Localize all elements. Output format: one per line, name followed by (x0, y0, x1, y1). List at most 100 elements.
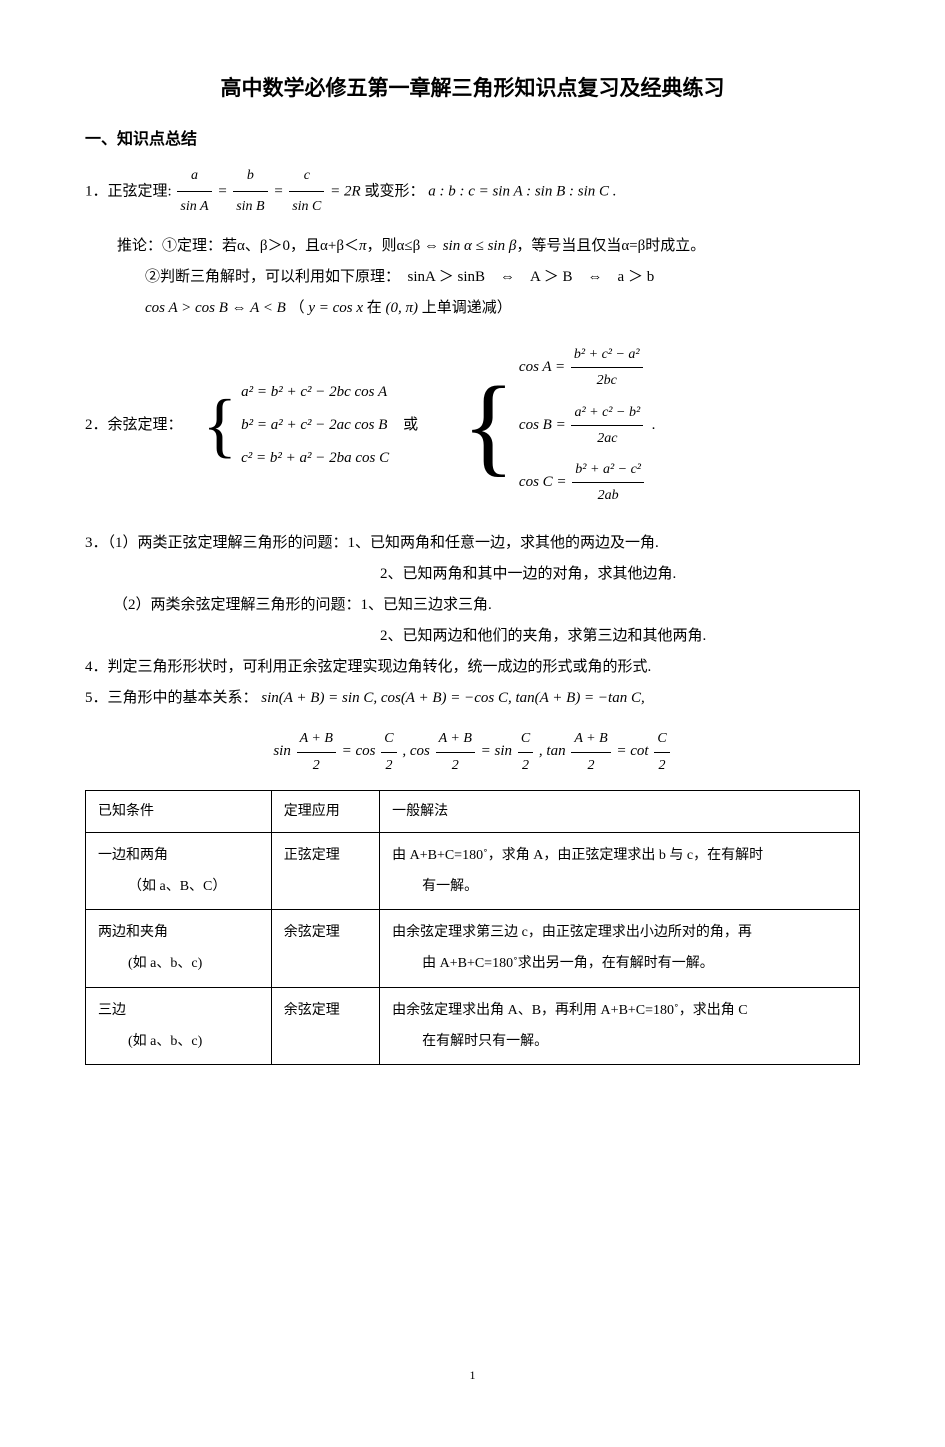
cond-line2: (如 a、b、c) (98, 1029, 259, 1054)
table-row: 两边和夹角 (如 a、b、c) 余弦定理 由余弦定理求第三边 c，由正弦定理求出… (86, 910, 860, 987)
cosA-num: b² + c² − a² (571, 342, 643, 368)
corollary-label: 推论： (117, 238, 162, 254)
cell-method: 由余弦定理求出角 A、B，再利用 A+B+C=180˚，求出角 C 在有解时只有… (380, 987, 860, 1064)
cos-label: , cos (402, 743, 430, 759)
item-5: 5．三角形中的基本关系： sin(A + B) = sin C, cos(A +… (85, 685, 860, 712)
eq-cos: = cos (342, 743, 376, 759)
method-line2: 由 A+B+C=180˚求出另一角，在有解时有一解。 (392, 951, 847, 976)
cell-condition: 一边和两角 （如 a、B、C） (86, 832, 272, 909)
period: . (652, 412, 656, 439)
section-header: 一、知识点总结 (85, 126, 860, 155)
corollary-2: ②判断三角解时，可以利用如下原理： sinA ＞ sinB ⇔ A ＞ B ⇔ … (85, 264, 860, 291)
den-2: 2 (297, 753, 336, 778)
cor1-sin: sin α ≤ sin β (443, 238, 517, 254)
cosA-label: cos A = (519, 359, 565, 375)
cosB-den: 2ac (571, 426, 643, 451)
cosA-den: 2bc (571, 368, 643, 393)
num-c2: C (518, 726, 533, 752)
cell-theorem: 正弦定理 (271, 832, 379, 909)
item5-prefix: 5．三角形中的基本关系： (85, 690, 258, 706)
cor1-mid: ，则α≤β (366, 238, 420, 254)
cell-condition: 两边和夹角 (如 a、b、c) (86, 910, 272, 987)
cor3-tail: 上单调递减） (418, 300, 512, 316)
item1-ratio: a : b : c = sin A : sin B : sin C . (428, 183, 616, 199)
eq-sin: = sin (481, 743, 512, 759)
item3-line3: （2）两类余弦定理解三角形的问题：1、已知三边求三角. (85, 592, 860, 619)
cond-line1: 两边和夹角 (98, 920, 259, 945)
item-4: 4．判定三角形形状时，可利用正余弦定理实现边角转化，统一成边的形式或角的形式. (85, 654, 860, 681)
item5-formula: sin(A + B) = sin C, cos(A + B) = −cos C,… (261, 690, 644, 706)
corollary-1: 推论：①定理：若α、β＞0，且α+β＜π，则α≤β ⇔ sin α ≤ sin … (85, 233, 860, 260)
cor3-a: cos A > cos B ⇔ A < B (145, 300, 286, 316)
cell-method: 由 A+B+C=180˚，求角 A，由正弦定理求出 b 与 c，在有解时 有一解… (380, 832, 860, 909)
brace2-cosB: cos B = a² + c² − b²2ac (519, 400, 646, 451)
solution-table: 已知条件 定理应用 一般解法 一边和两角 （如 a、B、C） 正弦定理 由 A+… (85, 790, 860, 1065)
den-2b: 2 (381, 753, 396, 778)
den-2e: 2 (571, 753, 610, 778)
tan-label: , tan (539, 743, 566, 759)
corollary-3: cos A > cos B ⇔ A < B （ y = cos x 在 (0, … (85, 295, 860, 322)
item3-line4: 2、已知两边和他们的夹角，求第三边和其他两角. (85, 623, 860, 650)
cosC-den: 2ab (572, 483, 644, 508)
item3-line1: 3．（1）两类正弦定理解三角形的问题：1、已知两角和任意一边，求其他的两边及一角… (85, 530, 860, 557)
num-c3: C (654, 726, 669, 752)
brace-group-2: { cos A = b² + c² − a²2bc cos B = a² + c… (462, 336, 646, 514)
iff-icon: ⇔ (424, 238, 439, 254)
eq-2R: = 2R (330, 183, 361, 199)
brace1-line3: c² = b² + a² − 2ba cos C (241, 445, 389, 472)
cosB-label: cos B = (519, 417, 566, 433)
den-2c: 2 (436, 753, 475, 778)
brace2-cosA: cos A = b² + c² − a²2bc (519, 342, 646, 393)
brace1-line1: a² = b² + c² − 2bc cos A (241, 379, 389, 406)
cosC-num: b² + a² − c² (572, 457, 644, 483)
table-header-row: 已知条件 定理应用 一般解法 (86, 790, 860, 832)
page-number: 1 (85, 1365, 860, 1387)
col-header-method: 一般解法 (380, 790, 860, 832)
method-line1: 由 A+B+C=180˚，求角 A，由正弦定理求出 b 与 c，在有解时 (392, 843, 847, 868)
sin-label: sin (273, 743, 291, 759)
table-row: 三边 (如 a、b、c) 余弦定理 由余弦定理求出角 A、B，再利用 A+B+C… (86, 987, 860, 1064)
cosC-label: cos C = (519, 474, 567, 490)
brace1-line2: b² = a² + c² − 2ac cos B (241, 412, 389, 439)
eq-sign: = (273, 183, 283, 199)
num-ab3: A + B (571, 726, 610, 752)
cosB-num: a² + c² − b² (571, 400, 643, 426)
cell-theorem: 余弦定理 (271, 910, 379, 987)
cond-line2: (如 a、b、c) (98, 951, 259, 976)
left-brace-icon: { (203, 393, 238, 458)
cor1-prefix: ①定理：若α、β＞0，且α+β＜ (162, 238, 359, 254)
brace2-cosC: cos C = b² + a² − c²2ab (519, 457, 646, 508)
cor3-func: y = cos x (308, 300, 363, 316)
cell-theorem: 余弦定理 (271, 987, 379, 1064)
num-c: C (381, 726, 396, 752)
cond-line1: 一边和两角 (98, 843, 259, 868)
frac-c-sinC: csin C (289, 161, 324, 224)
cor3-interval: (0, π) (386, 300, 419, 316)
paren-open: （ (290, 300, 305, 316)
cell-condition: 三边 (如 a、b、c) (86, 987, 272, 1064)
method-line2: 有一解。 (392, 874, 847, 899)
cond-line2: （如 a、B、C） (98, 874, 259, 899)
frac-b-sinB: bsin B (233, 161, 267, 224)
item1-tail: 或变形： (364, 183, 424, 199)
num-ab: A + B (297, 726, 336, 752)
item-1: 1．正弦定理: asin A = bsin B = csin C = 2R 或变… (85, 161, 860, 224)
cond-line1: 三边 (98, 998, 259, 1023)
left-brace-icon: { (462, 376, 515, 475)
table-row: 一边和两角 （如 a、B、C） 正弦定理 由 A+B+C=180˚，求角 A，由… (86, 832, 860, 909)
item3-line2: 2、已知两角和其中一边的对角，求其他边角. (85, 561, 860, 588)
den-2f: 2 (654, 753, 669, 778)
or-text: 或 (403, 412, 418, 439)
item5-half-angle: sin A + B2 = cos C2 , cos A + B2 = sin C… (85, 726, 860, 777)
eq-sign: = (217, 183, 227, 199)
item2-prefix: 2．余弦定理： (85, 412, 183, 439)
method-line1: 由余弦定理求出角 A、B，再利用 A+B+C=180˚，求出角 C (392, 998, 847, 1023)
item-2: 2．余弦定理： { a² = b² + c² − 2bc cos A b² = … (85, 336, 860, 514)
method-line2: 在有解时只有一解。 (392, 1029, 847, 1054)
frac-a-sinA: asin A (177, 161, 211, 224)
item1-prefix: 1．正弦定理: (85, 183, 172, 199)
eq-cot: = cot (616, 743, 648, 759)
page-title: 高中数学必修五第一章解三角形知识点复习及经典练习 (85, 70, 860, 108)
col-header-theorem: 定理应用 (271, 790, 379, 832)
brace-group-1: { a² = b² + c² − 2bc cos A b² = a² + c² … (203, 373, 390, 478)
